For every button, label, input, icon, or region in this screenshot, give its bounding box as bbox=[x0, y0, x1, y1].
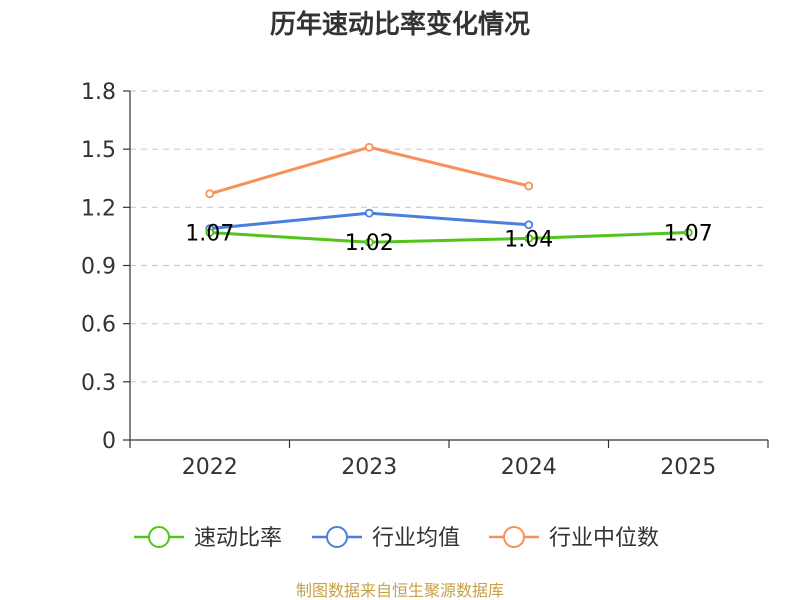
series-1 bbox=[205, 208, 534, 234]
data-point bbox=[364, 237, 374, 247]
legend: 速动比率 行业均值 行业中位数 bbox=[134, 526, 659, 551]
series-layer bbox=[205, 142, 693, 247]
legend-label: 速动比率 bbox=[194, 526, 282, 551]
legend-item-2: 行业中位数 bbox=[489, 526, 659, 551]
data-point bbox=[364, 142, 374, 152]
series-2 bbox=[205, 142, 534, 199]
data-point bbox=[524, 181, 534, 191]
y-tick-label: 1.2 bbox=[81, 196, 116, 221]
x-tick-label-2022: 2022 bbox=[182, 455, 238, 480]
data-label: 1.07 bbox=[664, 222, 713, 247]
x-tick-label-2023: 2023 bbox=[341, 455, 397, 480]
data-point bbox=[205, 228, 215, 237]
legend-item-0: 速动比率 bbox=[134, 526, 282, 551]
legend-marker bbox=[503, 526, 525, 548]
data-point bbox=[524, 233, 534, 243]
axes: 0 0.3 0.6 0.9 1.2 1.5 1.8 2022 2023 2024 2025 bbox=[81, 80, 769, 480]
x-tick-label-2024: 2024 bbox=[501, 455, 557, 480]
y-tick-label: 1.5 bbox=[81, 138, 116, 163]
data-labels: 1.07 1.02 1.04 1.07 bbox=[185, 222, 712, 257]
legend-item-1: 行业均值 bbox=[312, 526, 460, 551]
chart-title: 历年速动比率变化情况 bbox=[270, 9, 530, 40]
y-tick-label: 0.3 bbox=[81, 371, 116, 396]
data-point bbox=[205, 189, 215, 199]
data-label: 1.02 bbox=[345, 231, 394, 256]
legend-label: 行业均值 bbox=[372, 526, 460, 551]
data-point bbox=[683, 228, 693, 237]
series-line-2 bbox=[209, 145, 530, 196]
series-0 bbox=[205, 228, 693, 247]
data-label: 1.07 bbox=[185, 222, 234, 247]
legend-marker bbox=[326, 526, 348, 548]
legend-marker bbox=[148, 526, 170, 548]
data-label: 1.04 bbox=[504, 227, 553, 252]
y-tick-label: 1.8 bbox=[81, 80, 116, 105]
data-point bbox=[524, 220, 534, 230]
y-tick-label: 0.9 bbox=[81, 255, 116, 280]
y-tick-label: 0.6 bbox=[81, 313, 116, 338]
x-tick-label-2025: 2025 bbox=[660, 455, 716, 480]
grid bbox=[130, 90, 768, 383]
y-tick-label: 0 bbox=[102, 429, 116, 454]
source-note: 制图数据来自恒生聚源数据库 bbox=[296, 581, 504, 600]
legend-label: 行业中位数 bbox=[549, 526, 659, 551]
series-line-0 bbox=[209, 231, 689, 244]
data-point bbox=[364, 208, 374, 218]
